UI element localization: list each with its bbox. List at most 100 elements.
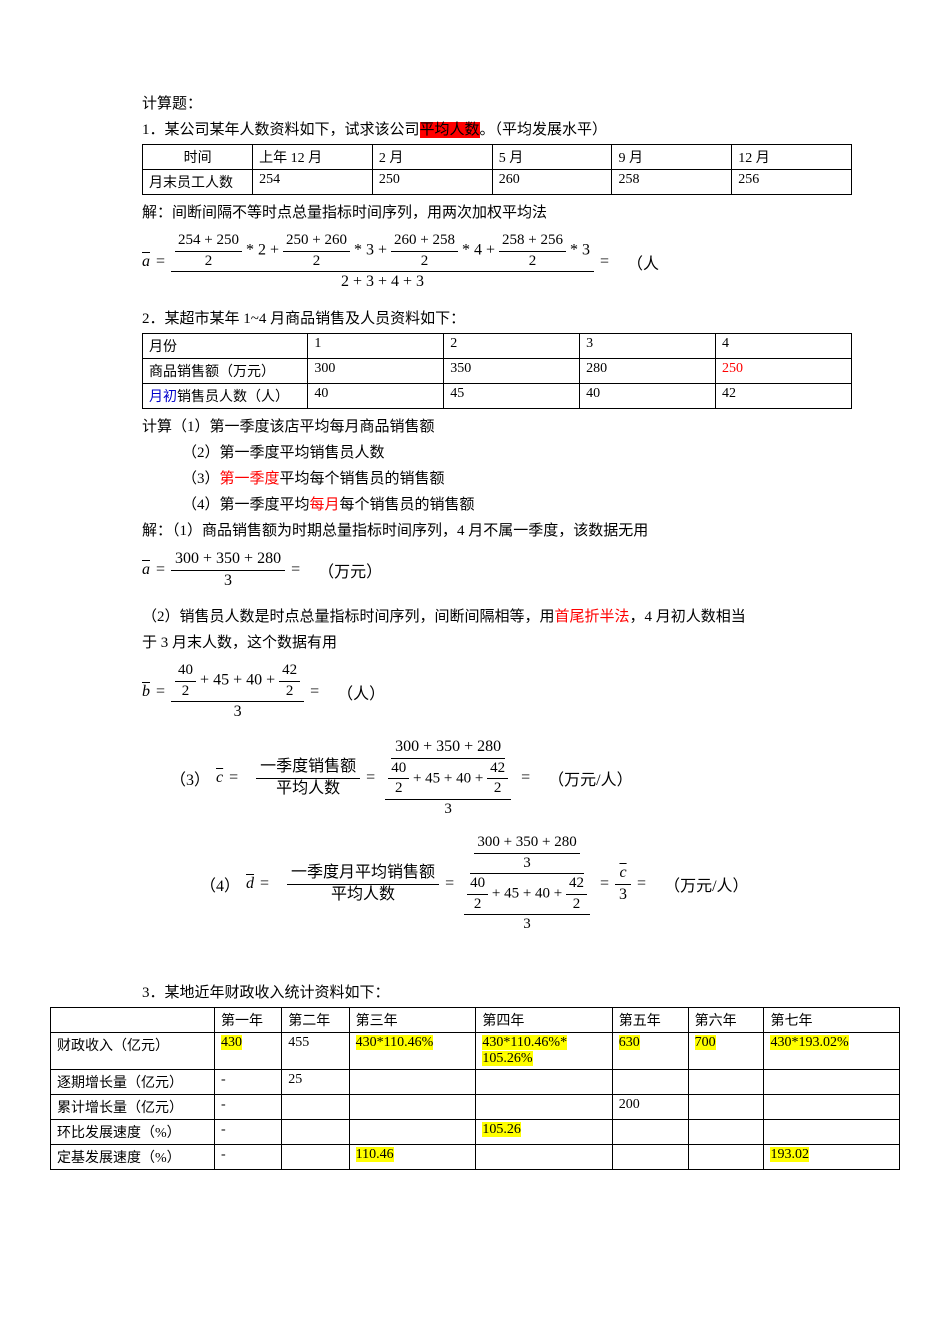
- table-row: 商品销售额（万元） 300 350 280 250: [143, 358, 852, 383]
- cell: [476, 1069, 612, 1094]
- cell: 累计增长量（亿元）: [51, 1094, 215, 1119]
- table-row: 环比发展速度（%）- 105.26: [51, 1119, 900, 1144]
- unit: （人: [627, 250, 659, 274]
- cell: [349, 1069, 476, 1094]
- cell: 财政收入（亿元）: [51, 1032, 215, 1069]
- cell: [612, 1144, 688, 1169]
- cell: 250: [372, 170, 492, 195]
- cell: 9 月: [612, 145, 732, 170]
- cell: -: [214, 1119, 281, 1144]
- cell: 逐期增长量（亿元）: [51, 1069, 215, 1094]
- cell: 430*110.46%: [349, 1032, 476, 1069]
- cell: 42: [716, 383, 852, 408]
- cell: 40: [580, 383, 716, 408]
- q1-prompt-b: 。（平均发展水平）: [480, 122, 608, 138]
- cell: 商品销售额（万元）: [143, 358, 308, 383]
- q2-table: 月份 1 2 3 4 商品销售额（万元） 300 350 280 250 月初销…: [142, 333, 852, 409]
- cell: 700: [688, 1032, 764, 1069]
- table-row: 第一年第二年第三年第四年第五年第六年第七年: [51, 1007, 900, 1032]
- cell: 环比发展速度（%）: [51, 1119, 215, 1144]
- cell: [282, 1144, 349, 1169]
- cell: [476, 1144, 612, 1169]
- table-row: 月份 1 2 3 4: [143, 333, 852, 358]
- cell: 5 月: [492, 145, 612, 170]
- heading: 计算题：: [50, 92, 895, 116]
- q1-prompt-a: 1．某公司某年人数资料如下，试求该公司: [142, 122, 420, 138]
- q3-table: 第一年第二年第三年第四年第五年第六年第七年 财政收入（亿元）430455430*…: [50, 1007, 900, 1170]
- cell: 350: [444, 358, 580, 383]
- table-row: 月初销售员人数（人） 40 45 40 42: [143, 383, 852, 408]
- table-row: 财政收入（亿元）430455430*110.46%430*110.46%* 10…: [51, 1032, 900, 1069]
- table-row: 累计增长量（亿元）-200: [51, 1094, 900, 1119]
- q2-calc4: （4）第一季度平均每月每个销售员的销售额: [50, 493, 895, 517]
- cell: [51, 1007, 215, 1032]
- cell: 25: [282, 1069, 349, 1094]
- cell: 258: [612, 170, 732, 195]
- cell: -: [214, 1069, 281, 1094]
- cell: 第五年: [612, 1007, 688, 1032]
- cell: [764, 1119, 900, 1144]
- cell: 280: [580, 358, 716, 383]
- cell: [349, 1119, 476, 1144]
- q2-f1: a= 300 + 350 + 2803 = （万元）: [142, 549, 895, 592]
- q2-calc1: 计算（1）第一季度该店平均每月商品销售额: [50, 415, 895, 439]
- q2-calc2: （2）第一季度平均销售员人数: [50, 441, 895, 465]
- table-row: 定基发展速度（%）-110.46193.02: [51, 1144, 900, 1169]
- cell: 455: [282, 1032, 349, 1069]
- q1-highlight: 平均人数: [420, 122, 480, 138]
- cell: [612, 1119, 688, 1144]
- cell: 1: [308, 333, 444, 358]
- cell: [764, 1094, 900, 1119]
- q1-formula: a = 254 + 2502 * 2 + 250 + 2602 * 3 + 26…: [142, 231, 895, 293]
- cell: 月初销售员人数（人）: [143, 383, 308, 408]
- cell: [688, 1094, 764, 1119]
- cell: [612, 1069, 688, 1094]
- cell: 时间: [143, 145, 253, 170]
- q2-f2: b= 402 + 45 + 40 + 422 3 = （人）: [142, 661, 895, 723]
- cell: 40: [308, 383, 444, 408]
- cell: [349, 1094, 476, 1119]
- cell: 第六年: [688, 1007, 764, 1032]
- cell: -: [214, 1144, 281, 1169]
- cell: 193.02: [764, 1144, 900, 1169]
- cell: 300: [308, 358, 444, 383]
- table-row: 月末员工人数 254 250 260 258 256: [143, 170, 852, 195]
- cell: [476, 1094, 612, 1119]
- cell: 月末员工人数: [143, 170, 253, 195]
- cell: 4: [716, 333, 852, 358]
- q3-prompt: 3．某地近年财政收入统计资料如下：: [50, 981, 895, 1005]
- cell: [764, 1069, 900, 1094]
- cell: [282, 1119, 349, 1144]
- var-a: a: [142, 253, 150, 271]
- cell: 630: [612, 1032, 688, 1069]
- cell: 上年 12 月: [253, 145, 373, 170]
- cell: 105.26: [476, 1119, 612, 1144]
- cell: 第一年: [214, 1007, 281, 1032]
- q2-f4: （4） d= 一季度月平均销售额 平均人数 = 300 + 350 + 2803…: [200, 833, 895, 935]
- cell: 430*110.46%* 105.26%: [476, 1032, 612, 1069]
- q2-sol2: （2）销售员人数是时点总量指标时间序列，间断间隔相等，用首尾折半法，4 月初人数…: [50, 605, 895, 629]
- cell: [688, 1069, 764, 1094]
- q2-prompt: 2．某超市某年 1~4 月商品销售及人员资料如下：: [50, 307, 895, 331]
- cell: 第三年: [349, 1007, 476, 1032]
- cell: 3: [580, 333, 716, 358]
- q2-f3: （3） c= 一季度销售额 平均人数 = 300 + 350 + 280 402…: [170, 737, 895, 819]
- q2-calc3: （3）第一季度平均每个销售员的销售额: [50, 467, 895, 491]
- cell: 定基发展速度（%）: [51, 1144, 215, 1169]
- q1-solution: 解：间断间隔不等时点总量指标时间序列，用两次加权平均法: [50, 201, 895, 225]
- cell: 第二年: [282, 1007, 349, 1032]
- cell: 第七年: [764, 1007, 900, 1032]
- cell: 430: [214, 1032, 281, 1069]
- q2-sol2c: 于 3 月末人数，这个数据有用: [50, 631, 895, 655]
- table-row: 逐期增长量（亿元）-25: [51, 1069, 900, 1094]
- q1-table: 时间 上年 12 月 2 月 5 月 9 月 12 月 月末员工人数 254 2…: [142, 144, 852, 195]
- cell: [282, 1094, 349, 1119]
- cell: 2: [444, 333, 580, 358]
- cell: [688, 1119, 764, 1144]
- cell: -: [214, 1094, 281, 1119]
- cell: 250: [716, 358, 852, 383]
- cell: 254: [253, 170, 373, 195]
- cell: 45: [444, 383, 580, 408]
- cell: 月份: [143, 333, 308, 358]
- cell: [688, 1144, 764, 1169]
